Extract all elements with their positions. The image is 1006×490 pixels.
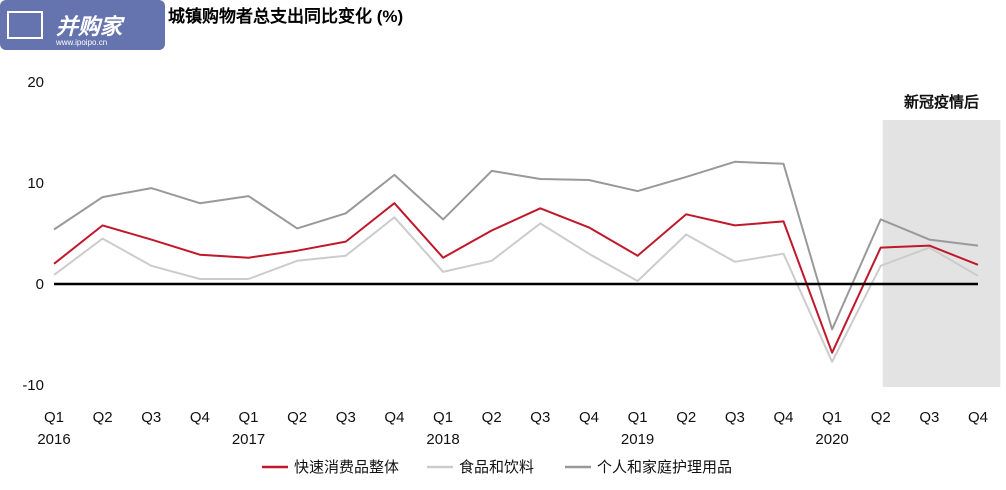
x-axis: Q1 Q2 Q3 Q4 Q1 Q2 Q3 Q4 Q1 Q2 Q3 Q4 Q1 Q2 Q3 Q4 Q1 Q2 Q3 Q4… [37,409,988,448]
x-tick-label: Q2 [871,409,891,426]
x-tick-label: Q1 [44,409,64,426]
x-tick-label: Q4 [384,409,404,426]
x-tick-label: Q2 [676,409,696,426]
x-tick-label: Q1 [239,409,259,426]
legend-label: 个人和家庭护理用品 [597,459,732,476]
x-tick-label: Q1 [433,409,453,426]
x-tick-label: Q2 [93,409,113,426]
watermark-url: www.ipoipo.cn [55,38,107,47]
watermark-brand: 并购家 [56,14,125,39]
watermark-logo: 并购家 www.ipoipo.cn [0,0,165,50]
series-line-1 [53,216,979,363]
x-tick-label: Q4 [968,409,988,426]
x-tick-label: Q3 [919,409,939,426]
x-tick-label: Q4 [190,409,210,426]
legend-label: 食品和饮料 [459,459,534,476]
y-tick-label: 20 [27,74,44,91]
series-lines [53,160,979,363]
y-axis: 20 10 0 -10 [22,74,44,394]
post-covid-shaded-region [882,120,1001,387]
y-tick-label: 0 [36,276,44,293]
x-year-label: 2016 [37,431,70,448]
x-tick-label: Q3 [336,409,356,426]
series-line-0 [53,202,979,354]
x-year-label: 2020 [815,431,848,448]
x-tick-label: Q3 [725,409,745,426]
series-line-2 [53,160,979,331]
shaded-region-label: 新冠疫情后 [904,93,979,111]
chart-logo-icon [7,11,43,39]
x-tick-label: Q4 [579,409,599,426]
x-year-label: 2017 [232,431,265,448]
chart-title: 城镇购物者总支出同比变化 (%) [168,6,403,26]
x-tick-label: Q3 [141,409,161,426]
x-tick-label: Q1 [628,409,648,426]
x-year-label: 2018 [426,431,459,448]
y-tick-label: -10 [22,377,44,394]
x-tick-label: Q2 [482,409,502,426]
x-tick-label: Q3 [530,409,550,426]
x-tick-label: Q4 [773,409,793,426]
x-tick-label: Q2 [287,409,307,426]
y-tick-label: 10 [27,175,44,192]
x-year-label: 2019 [621,431,654,448]
legend-label: 快速消费品整体 [294,459,399,476]
x-tick-label: Q1 [822,409,842,426]
legend: 快速消费品整体 食品和饮料 个人和家庭护理用品 [262,459,732,476]
